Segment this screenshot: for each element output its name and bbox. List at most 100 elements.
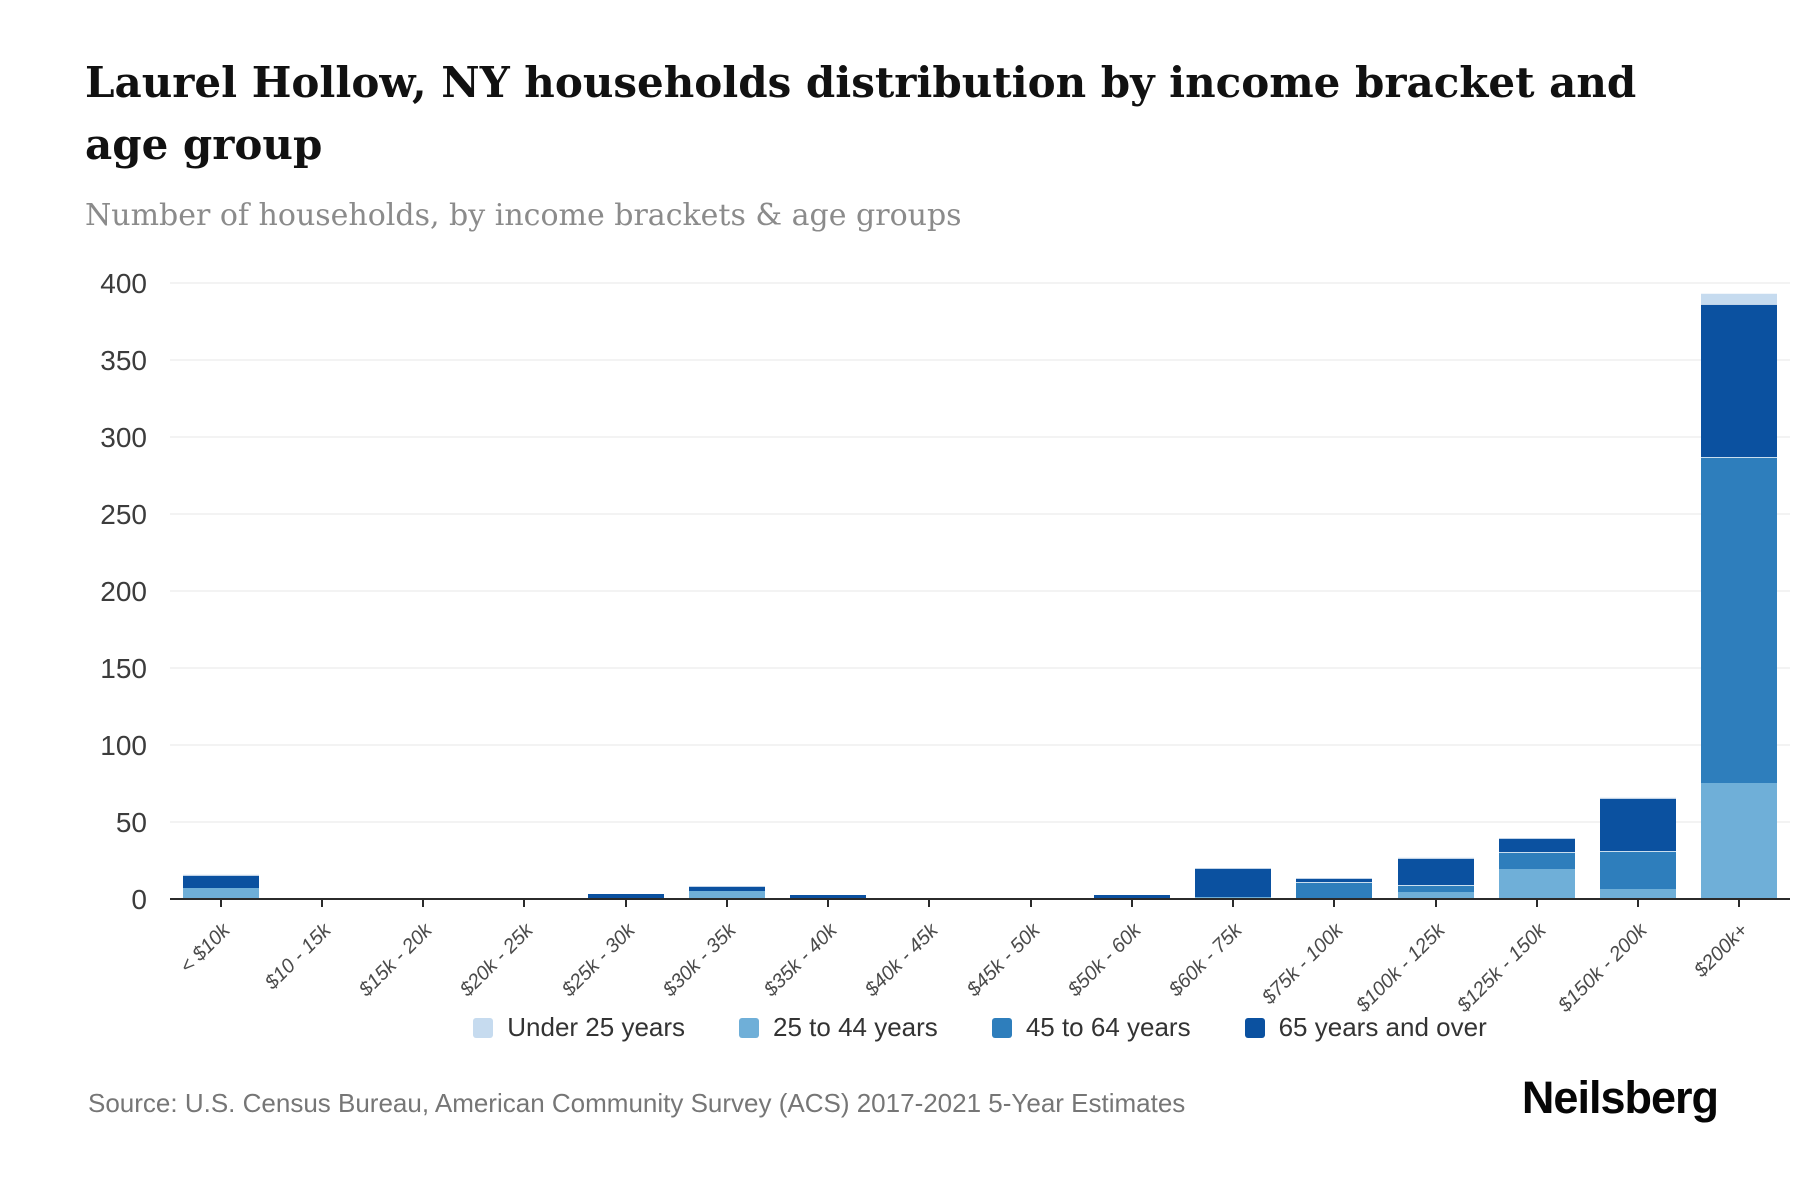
x-axis-tick [1434, 900, 1437, 907]
legend-item-65-years-and-over[interactable]: 65 years and over [1244, 1012, 1487, 1043]
bar-segment[interactable] [1397, 858, 1474, 885]
bar-segment[interactable] [1600, 889, 1677, 900]
y-axis-label: 50 [115, 807, 147, 838]
x-axis-label: $60k - 75k [1164, 919, 1247, 1001]
page-title-line1: Laurel Hollow, NY households distributio… [85, 58, 1637, 107]
x-axis-label: $200k+ [1690, 919, 1753, 982]
x-axis-label: $30k - 35k [658, 919, 741, 1001]
gridline [170, 667, 1790, 669]
bar-30k-35k[interactable] [688, 886, 765, 900]
gridline [170, 821, 1790, 823]
x-axis-label: $20k - 25k [456, 919, 538, 1001]
x-axis-tick [1535, 900, 1538, 907]
gridline [170, 359, 1790, 361]
x-axis-label: $50k - 60k [1063, 919, 1146, 1001]
legend-label: Under 25 years [507, 1012, 686, 1042]
legend-swatch-icon [739, 1017, 760, 1038]
x-axis-label: $25k - 30k [557, 919, 640, 1001]
y-axis-label: 200 [100, 576, 147, 607]
x-axis-label: $40k - 45k [861, 919, 943, 1001]
legend-swatch-icon [1244, 1017, 1265, 1038]
bar-segment[interactable] [1397, 884, 1474, 893]
legend-item-25-to-44-years[interactable]: 25 to 44 years [739, 1012, 938, 1043]
y-axis-label: 400 [100, 268, 147, 299]
y-axis-label: 350 [100, 345, 147, 376]
x-axis-tick [1029, 900, 1032, 907]
x-axis-label: < $10k [175, 919, 235, 978]
page-title: Laurel Hollow, NY households distributio… [85, 52, 1705, 176]
bar-125k-150k[interactable] [1498, 838, 1575, 900]
legend-label: 25 to 44 years [773, 1012, 938, 1042]
legend-label: 65 years and over [1278, 1012, 1487, 1042]
bar-segment[interactable] [790, 895, 867, 900]
bar-segment[interactable] [182, 873, 259, 876]
bar-segment[interactable] [1701, 293, 1778, 305]
bar-segment[interactable] [688, 890, 765, 900]
bar-150k-200k[interactable] [1600, 796, 1677, 900]
bar-segment[interactable] [1397, 892, 1474, 900]
bar-segment[interactable] [1498, 869, 1575, 900]
page-title-line2: age group [85, 120, 323, 169]
x-axis-label: $10 - 15k [260, 919, 336, 994]
bar-segment[interactable] [1498, 852, 1575, 870]
bar-60k-75k[interactable] [1195, 867, 1272, 900]
bar-25k-30k[interactable] [587, 893, 664, 900]
bar-segment[interactable] [182, 875, 259, 888]
bar-segment[interactable] [1498, 838, 1575, 853]
x-axis-tick [1637, 900, 1640, 907]
bar-50k-60k[interactable] [1093, 895, 1170, 900]
x-axis-tick [523, 900, 526, 907]
legend-item-45-to-64-years[interactable]: 45 to 64 years [991, 1012, 1191, 1043]
x-axis-line [170, 898, 1790, 900]
chart-legend: Under 25 years 25 to 44 years 45 to 64 yea… [170, 1012, 1790, 1043]
neilsberg-logo: Neilsberg [1521, 1072, 1719, 1123]
legend-label: 45 to 64 years [1025, 1012, 1191, 1042]
gridline [170, 590, 1790, 592]
x-axis-tick [725, 900, 728, 907]
y-axis-label: 0 [131, 884, 147, 915]
bar-200k[interactable] [1701, 293, 1778, 900]
bar-35k-40k[interactable] [790, 895, 867, 900]
bar-10k[interactable] [182, 873, 259, 900]
bar-segment[interactable] [1600, 796, 1677, 799]
x-axis-label: $35k - 40k [759, 919, 842, 1001]
x-axis-label: $75k - 100k [1258, 919, 1348, 1009]
x-axis-tick [1333, 900, 1336, 907]
bar-segment[interactable] [688, 886, 765, 891]
gridline [170, 744, 1790, 746]
x-axis-label: $100k - 125k [1351, 919, 1450, 1017]
y-axis-label: 100 [100, 730, 147, 761]
bar-segment[interactable] [1701, 782, 1778, 900]
x-axis-tick [320, 900, 323, 907]
x-axis-tick [1130, 900, 1133, 907]
bar-segment[interactable] [587, 893, 664, 900]
x-axis-label: $15k - 20k [354, 919, 437, 1001]
y-axis-label: 150 [100, 653, 147, 684]
legend-swatch-icon [473, 1017, 494, 1038]
bar-segment[interactable] [1093, 895, 1170, 900]
bar-segment[interactable] [1701, 456, 1778, 783]
x-axis-tick [624, 900, 627, 907]
bar-100k-125k[interactable] [1397, 856, 1474, 900]
bar-segment[interactable] [1600, 798, 1677, 851]
bar-segment[interactable] [1195, 867, 1272, 897]
gridline [170, 513, 1790, 515]
legend-item-under-25-years[interactable]: Under 25 years [473, 1012, 685, 1043]
legend-swatch-icon [991, 1017, 1012, 1038]
bar-segment[interactable] [1397, 856, 1474, 859]
x-axis-tick [827, 900, 830, 907]
x-axis-label: $125k - 150k [1452, 919, 1551, 1017]
page-subtitle: Number of households, by income brackets… [85, 198, 962, 233]
bar-segment[interactable] [182, 887, 259, 900]
bar-segment[interactable] [1296, 878, 1373, 882]
bar-segment[interactable] [1296, 881, 1373, 899]
x-axis-labels: < $10k $10 - 15k $15k - 20k $20k - 25k $25k … [170, 900, 1790, 1016]
x-axis-tick [1232, 900, 1235, 907]
x-axis-tick [928, 900, 931, 907]
bar-segment[interactable] [1701, 304, 1778, 457]
y-axis-labels: 0 50 100 150 200 250 300 350 400 [55, 240, 155, 915]
x-axis-tick [1738, 900, 1741, 907]
bar-segment[interactable] [1600, 850, 1677, 890]
bar-75k-100k[interactable] [1296, 878, 1373, 900]
